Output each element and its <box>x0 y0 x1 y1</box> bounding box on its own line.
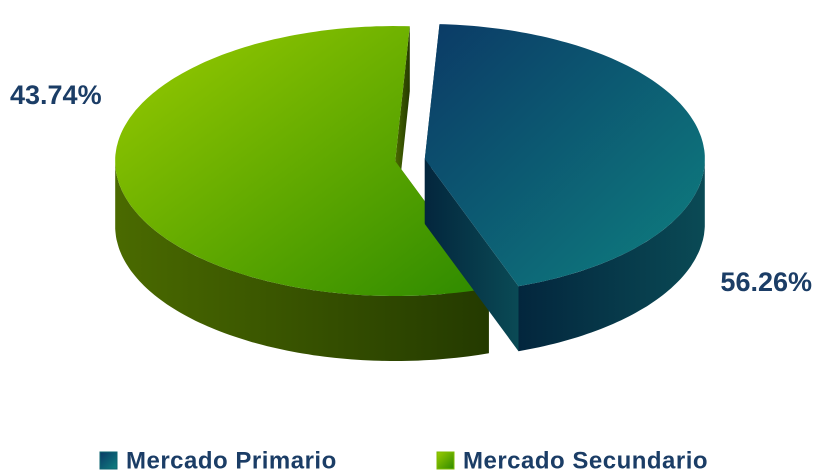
slice <box>115 26 489 296</box>
data-label: 56.26% <box>720 267 812 297</box>
legend-label: Mercado Secundario <box>463 447 708 472</box>
slice-side <box>424 159 519 352</box>
legend-swatch <box>99 451 118 470</box>
legend-label: Mercado Primario <box>126 447 337 472</box>
legend-swatch <box>436 451 455 470</box>
data-label: 43.74% <box>10 80 102 110</box>
slice-wall <box>115 161 489 361</box>
slice-wall <box>518 159 705 352</box>
slice <box>424 24 705 287</box>
